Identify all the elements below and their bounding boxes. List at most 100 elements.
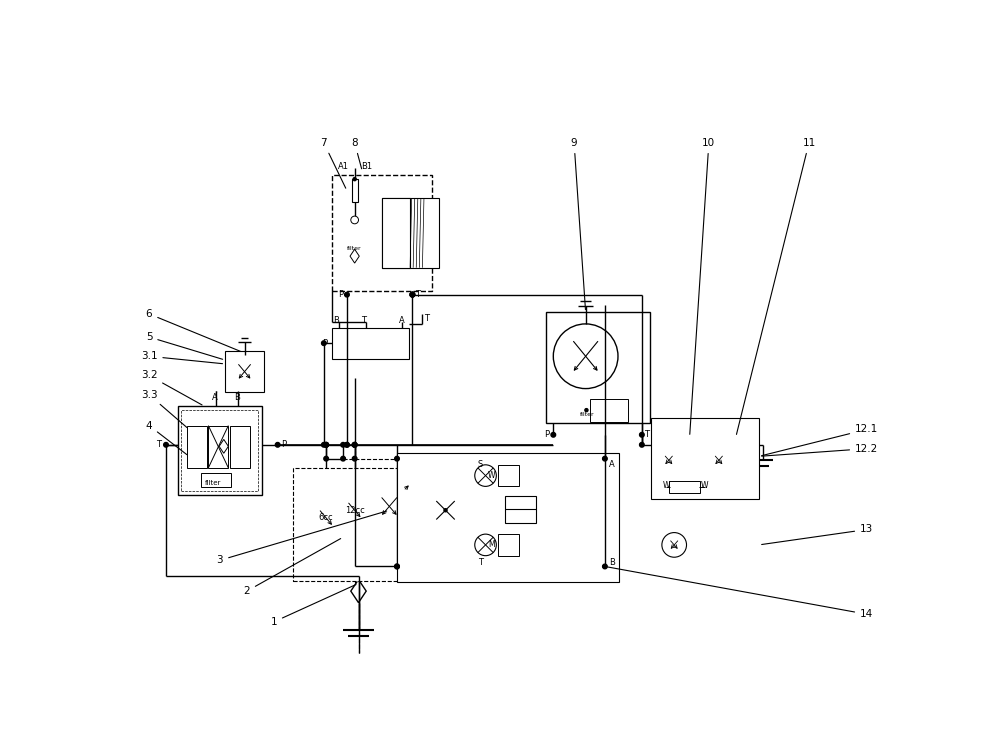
Text: 12.1: 12.1 — [762, 424, 878, 456]
Circle shape — [662, 532, 687, 557]
Text: 3.2: 3.2 — [141, 371, 202, 405]
Circle shape — [324, 456, 328, 461]
Circle shape — [410, 292, 415, 297]
Bar — [225, 351, 264, 393]
Circle shape — [322, 442, 326, 447]
Circle shape — [352, 442, 357, 447]
Bar — [352, 179, 358, 202]
Circle shape — [345, 442, 349, 447]
Text: B1: B1 — [361, 162, 372, 171]
Text: A: A — [609, 461, 614, 470]
Circle shape — [475, 465, 496, 486]
Bar — [332, 328, 409, 359]
Polygon shape — [351, 580, 366, 602]
Circle shape — [228, 355, 261, 389]
Circle shape — [352, 442, 357, 447]
Circle shape — [395, 564, 399, 569]
Bar — [178, 406, 262, 495]
Circle shape — [345, 292, 349, 297]
Text: T: T — [361, 316, 366, 325]
Circle shape — [345, 442, 349, 447]
Bar — [498, 465, 519, 486]
Text: filter: filter — [347, 246, 362, 251]
Text: P: P — [544, 430, 549, 439]
Text: 9: 9 — [571, 138, 585, 310]
Circle shape — [585, 408, 588, 411]
Circle shape — [656, 448, 681, 473]
Bar — [651, 418, 759, 499]
Text: T: T — [424, 314, 429, 323]
Bar — [397, 452, 619, 582]
Circle shape — [395, 456, 399, 461]
Polygon shape — [219, 439, 228, 453]
Text: T: T — [644, 430, 649, 439]
Text: T: T — [415, 290, 420, 299]
Text: 2: 2 — [244, 538, 341, 596]
Circle shape — [324, 442, 328, 447]
Polygon shape — [682, 433, 697, 456]
Text: 10: 10 — [690, 138, 715, 434]
Circle shape — [603, 456, 607, 461]
Circle shape — [353, 177, 356, 180]
Bar — [181, 410, 258, 491]
Text: P: P — [338, 290, 343, 299]
Text: 3.3: 3.3 — [141, 390, 187, 427]
Circle shape — [603, 564, 607, 569]
Text: W: W — [701, 481, 709, 490]
Text: W: W — [488, 471, 495, 480]
Text: 12.2: 12.2 — [762, 444, 878, 456]
Circle shape — [640, 442, 644, 447]
Text: 8: 8 — [351, 138, 362, 169]
Polygon shape — [350, 249, 359, 263]
Text: M: M — [488, 541, 494, 550]
Circle shape — [551, 433, 556, 437]
Circle shape — [352, 456, 357, 461]
Circle shape — [444, 509, 447, 512]
Text: 6cc: 6cc — [319, 513, 333, 522]
Text: 7: 7 — [321, 138, 346, 188]
Text: T: T — [478, 558, 483, 567]
Text: A: A — [399, 316, 405, 325]
Circle shape — [727, 436, 745, 454]
Bar — [498, 534, 519, 556]
Bar — [293, 468, 428, 581]
Bar — [208, 426, 228, 468]
Circle shape — [410, 292, 415, 297]
Text: S: S — [478, 461, 483, 470]
Circle shape — [338, 493, 372, 527]
Text: W: W — [663, 481, 670, 490]
Bar — [332, 175, 432, 291]
Circle shape — [275, 442, 280, 447]
Text: P: P — [322, 339, 327, 347]
Circle shape — [553, 324, 618, 389]
Text: T: T — [156, 440, 161, 449]
Text: 12cc: 12cc — [345, 506, 365, 515]
Circle shape — [352, 442, 357, 447]
Circle shape — [322, 341, 326, 346]
Bar — [382, 199, 439, 268]
Circle shape — [324, 442, 328, 447]
Circle shape — [640, 433, 644, 437]
Text: B: B — [333, 316, 339, 325]
Bar — [187, 426, 207, 468]
Text: 3.1: 3.1 — [141, 351, 223, 364]
Text: A1: A1 — [338, 162, 349, 171]
Circle shape — [351, 216, 358, 223]
Bar — [505, 496, 536, 523]
Bar — [201, 473, 231, 487]
Circle shape — [368, 485, 411, 528]
Text: B: B — [234, 393, 240, 402]
Text: 14: 14 — [608, 567, 873, 619]
Text: 5: 5 — [146, 332, 223, 359]
Text: 6: 6 — [146, 309, 240, 351]
Circle shape — [410, 292, 415, 297]
Bar — [382, 199, 410, 268]
Circle shape — [475, 534, 496, 556]
Text: 4: 4 — [146, 421, 187, 455]
Bar — [590, 399, 628, 422]
Text: 11: 11 — [736, 138, 816, 434]
Circle shape — [324, 442, 328, 447]
Text: 13: 13 — [762, 525, 873, 544]
Text: filter: filter — [580, 411, 595, 417]
Circle shape — [309, 501, 343, 535]
